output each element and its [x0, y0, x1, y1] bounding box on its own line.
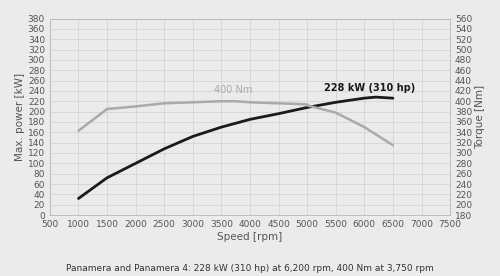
Text: Panamera and Panamera 4: 228 kW (310 hp) at 6,200 rpm, 400 Nm at 3,750 rpm: Panamera and Panamera 4: 228 kW (310 hp)…	[66, 264, 434, 273]
Text: 400 Nm: 400 Nm	[214, 85, 252, 95]
Text: 228 kW (310 hp): 228 kW (310 hp)	[324, 84, 416, 94]
Y-axis label: Torque [Nm]: Torque [Nm]	[475, 85, 485, 149]
Y-axis label: Max. power [kW]: Max. power [kW]	[15, 73, 25, 161]
X-axis label: Speed [rpm]: Speed [rpm]	[218, 232, 282, 242]
